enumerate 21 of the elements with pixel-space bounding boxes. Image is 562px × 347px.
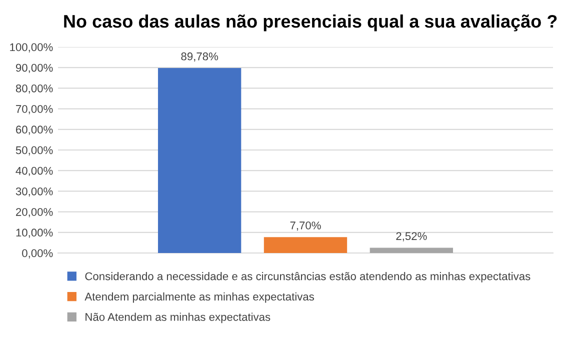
chart-title: No caso das aulas não presenciais qual a sua avaliação ? xyxy=(64,14,557,32)
y-tick-label: 100,00% xyxy=(10,43,53,52)
legend-label: Considerando a necessidade e as circunstâncias estão atendendo as minhas expectativas xyxy=(85,272,530,282)
legend-label: Não Atendem as minhas expectativas xyxy=(86,312,270,324)
y-tick-label: 10,00% xyxy=(16,228,53,238)
y-tick-label: 90,00% xyxy=(16,64,53,74)
y-tick-label: 50,00% xyxy=(16,146,53,156)
bar xyxy=(158,68,242,253)
y-tick-label: 20,00% xyxy=(16,208,53,218)
y-tick-label: 0,00% xyxy=(22,249,53,258)
data-label: 89,78% xyxy=(181,52,218,62)
y-tick-label: 60,00% xyxy=(16,126,53,135)
y-tick-label: 80,00% xyxy=(16,84,53,94)
y-tick-label: 30,00% xyxy=(16,187,53,197)
legend-label: Atendem parcialmente as minhas expectativas xyxy=(84,292,314,303)
bar xyxy=(264,237,348,253)
data-label: 2,52% xyxy=(396,232,427,242)
data-label: 7,70% xyxy=(290,222,321,231)
bar xyxy=(370,248,454,253)
y-tick-label: 40,00% xyxy=(16,166,53,176)
y-tick-label: 70,00% xyxy=(16,105,53,114)
